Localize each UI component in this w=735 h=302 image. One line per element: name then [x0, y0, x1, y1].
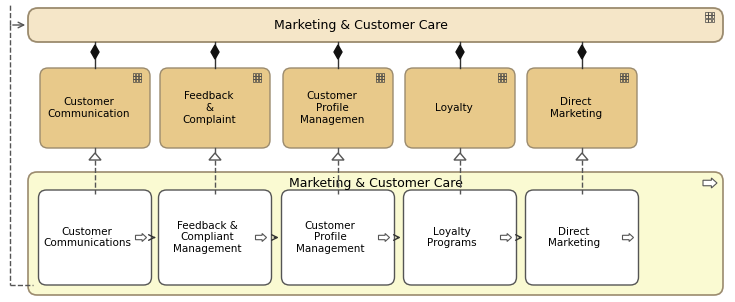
Polygon shape — [209, 153, 221, 160]
Bar — [620, 79, 623, 82]
Text: Customer
Communication: Customer Communication — [48, 97, 130, 119]
Bar — [709, 19, 711, 21]
Polygon shape — [501, 233, 512, 242]
Polygon shape — [576, 153, 588, 160]
Bar — [711, 15, 714, 18]
Bar — [498, 76, 501, 79]
Bar — [136, 79, 138, 82]
Bar — [705, 12, 708, 15]
FancyBboxPatch shape — [526, 190, 639, 285]
Bar — [626, 73, 628, 76]
Polygon shape — [211, 45, 219, 59]
Text: Customer
Communications: Customer Communications — [43, 227, 131, 248]
FancyBboxPatch shape — [283, 68, 393, 148]
Bar — [709, 15, 711, 18]
FancyBboxPatch shape — [38, 190, 151, 285]
Text: Customer
Profile
Managemen: Customer Profile Managemen — [300, 92, 364, 125]
Bar — [256, 76, 259, 79]
Bar — [136, 73, 138, 76]
Bar — [259, 73, 262, 76]
Bar — [504, 79, 506, 82]
Bar — [376, 73, 379, 76]
Text: Direct
Marketing: Direct Marketing — [548, 227, 600, 248]
FancyBboxPatch shape — [40, 68, 150, 148]
Bar — [379, 79, 381, 82]
Bar — [133, 76, 135, 79]
Bar — [253, 79, 256, 82]
Bar — [133, 79, 135, 82]
Bar — [504, 73, 506, 76]
Bar — [379, 73, 381, 76]
Polygon shape — [379, 233, 390, 242]
Bar — [711, 19, 714, 21]
Bar — [376, 79, 379, 82]
Bar — [620, 76, 623, 79]
FancyBboxPatch shape — [527, 68, 637, 148]
Text: Loyalty
Programs: Loyalty Programs — [427, 227, 477, 248]
Text: Feedback &
Compliant
Management: Feedback & Compliant Management — [173, 221, 241, 254]
Polygon shape — [456, 45, 464, 59]
Bar — [705, 19, 708, 21]
Polygon shape — [91, 45, 99, 59]
Bar — [626, 76, 628, 79]
Polygon shape — [334, 45, 342, 59]
Bar — [623, 76, 625, 79]
Bar — [709, 12, 711, 15]
Bar — [623, 73, 625, 76]
Bar — [256, 73, 259, 76]
Polygon shape — [135, 233, 146, 242]
Bar — [256, 79, 259, 82]
FancyBboxPatch shape — [28, 8, 723, 42]
Bar — [382, 73, 384, 76]
Bar — [139, 76, 142, 79]
Polygon shape — [454, 153, 466, 160]
Text: Direct
Marketing: Direct Marketing — [550, 97, 602, 119]
Bar — [501, 73, 503, 76]
Polygon shape — [623, 233, 634, 242]
Bar — [501, 76, 503, 79]
Text: Loyalty: Loyalty — [435, 103, 473, 113]
Bar — [504, 76, 506, 79]
Bar — [711, 12, 714, 15]
Polygon shape — [578, 45, 586, 59]
FancyBboxPatch shape — [405, 68, 515, 148]
Bar — [253, 76, 256, 79]
Polygon shape — [703, 178, 717, 188]
Bar — [136, 76, 138, 79]
Bar — [498, 79, 501, 82]
Bar — [253, 73, 256, 76]
FancyBboxPatch shape — [160, 68, 270, 148]
Bar — [705, 15, 708, 18]
Bar — [382, 76, 384, 79]
Polygon shape — [256, 233, 267, 242]
Text: Marketing & Customer Care: Marketing & Customer Care — [273, 18, 448, 31]
Bar — [620, 73, 623, 76]
Bar — [139, 73, 142, 76]
FancyBboxPatch shape — [404, 190, 517, 285]
Bar — [382, 79, 384, 82]
Bar — [139, 79, 142, 82]
FancyBboxPatch shape — [159, 190, 271, 285]
Bar — [376, 76, 379, 79]
Text: Customer
Profile
Management: Customer Profile Management — [295, 221, 365, 254]
Bar — [623, 79, 625, 82]
Polygon shape — [89, 153, 101, 160]
Text: Feedback
&
Complaint: Feedback & Complaint — [182, 92, 236, 125]
Bar — [379, 76, 381, 79]
FancyBboxPatch shape — [282, 190, 395, 285]
FancyBboxPatch shape — [28, 172, 723, 295]
Bar — [133, 73, 135, 76]
Bar — [626, 79, 628, 82]
Bar — [259, 79, 262, 82]
Polygon shape — [332, 153, 344, 160]
Text: Marketing & Customer Care: Marketing & Customer Care — [289, 178, 462, 191]
Bar — [259, 76, 262, 79]
Bar — [501, 79, 503, 82]
Bar — [498, 73, 501, 76]
